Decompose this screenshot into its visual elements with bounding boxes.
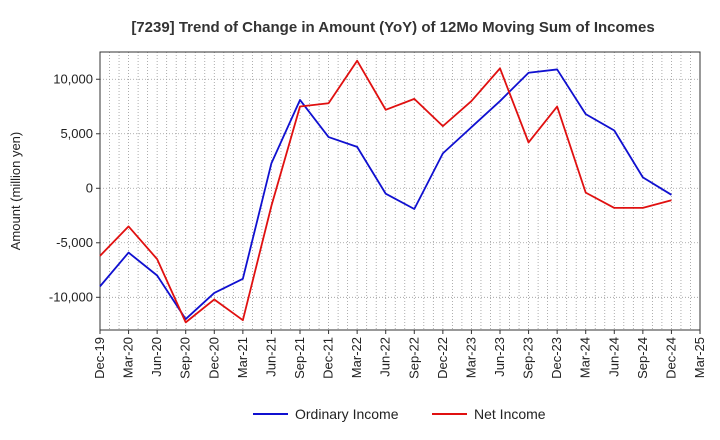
x-tick-label: Dec-21 bbox=[321, 337, 336, 379]
x-tick-label: Mar-24 bbox=[578, 337, 593, 378]
y-tick-label: 10,000 bbox=[53, 71, 93, 86]
chart-title: [7239] Trend of Change in Amount (YoY) o… bbox=[131, 19, 654, 36]
series-line-net-income bbox=[99, 59, 672, 324]
x-tick-label: Dec-20 bbox=[206, 337, 221, 379]
y-tick-label: -10,000 bbox=[49, 289, 93, 304]
x-tick-label: Jun-24 bbox=[606, 337, 621, 377]
x-tick-label: Jun-20 bbox=[149, 337, 164, 377]
x-tick-label: Sep-22 bbox=[406, 337, 421, 379]
x-tick-label: Jun-21 bbox=[263, 337, 278, 377]
x-tick-label: Dec-23 bbox=[549, 337, 564, 379]
x-tick-label: Sep-21 bbox=[292, 337, 307, 379]
y-axis-ticks: 10,000 5,000 0 -5,000 -10,000 bbox=[49, 71, 100, 304]
x-tick-label: Mar-21 bbox=[235, 337, 250, 378]
x-tick-label: Jun-22 bbox=[378, 337, 393, 377]
x-tick-label: Sep-20 bbox=[178, 337, 193, 379]
x-tick-label: Dec-24 bbox=[663, 337, 678, 379]
x-tick-label: Sep-24 bbox=[635, 337, 650, 379]
legend: Ordinary Income Net Income bbox=[253, 406, 546, 422]
x-tick-label: Mar-22 bbox=[349, 337, 364, 378]
x-axis-ticks: Dec-19 Mar-20 Jun-20 Sep-20 Dec-20 Mar-21 Jun-… bbox=[92, 330, 707, 379]
legend-label-net-income: Net Income bbox=[474, 406, 546, 422]
y-tick-label: 0 bbox=[86, 180, 93, 195]
series-lines bbox=[99, 59, 672, 324]
x-tick-label: Mar-20 bbox=[121, 337, 136, 378]
x-tick-label: Mar-23 bbox=[463, 337, 478, 378]
y-tick-label: -5,000 bbox=[56, 235, 93, 250]
x-tick-label: Sep-23 bbox=[521, 337, 536, 379]
grid bbox=[100, 52, 700, 330]
plot-area bbox=[99, 51, 701, 331]
y-tick-label: 5,000 bbox=[60, 126, 93, 141]
legend-label-ordinary-income: Ordinary Income bbox=[295, 406, 399, 422]
y-axis-label: Amount (million yen) bbox=[8, 132, 23, 251]
x-tick-label: Dec-19 bbox=[92, 337, 107, 379]
series-line-ordinary-income bbox=[99, 68, 672, 320]
x-tick-label: Mar-25 bbox=[692, 337, 707, 378]
x-tick-label: Jun-23 bbox=[492, 337, 507, 377]
x-tick-label: Dec-22 bbox=[435, 337, 450, 379]
